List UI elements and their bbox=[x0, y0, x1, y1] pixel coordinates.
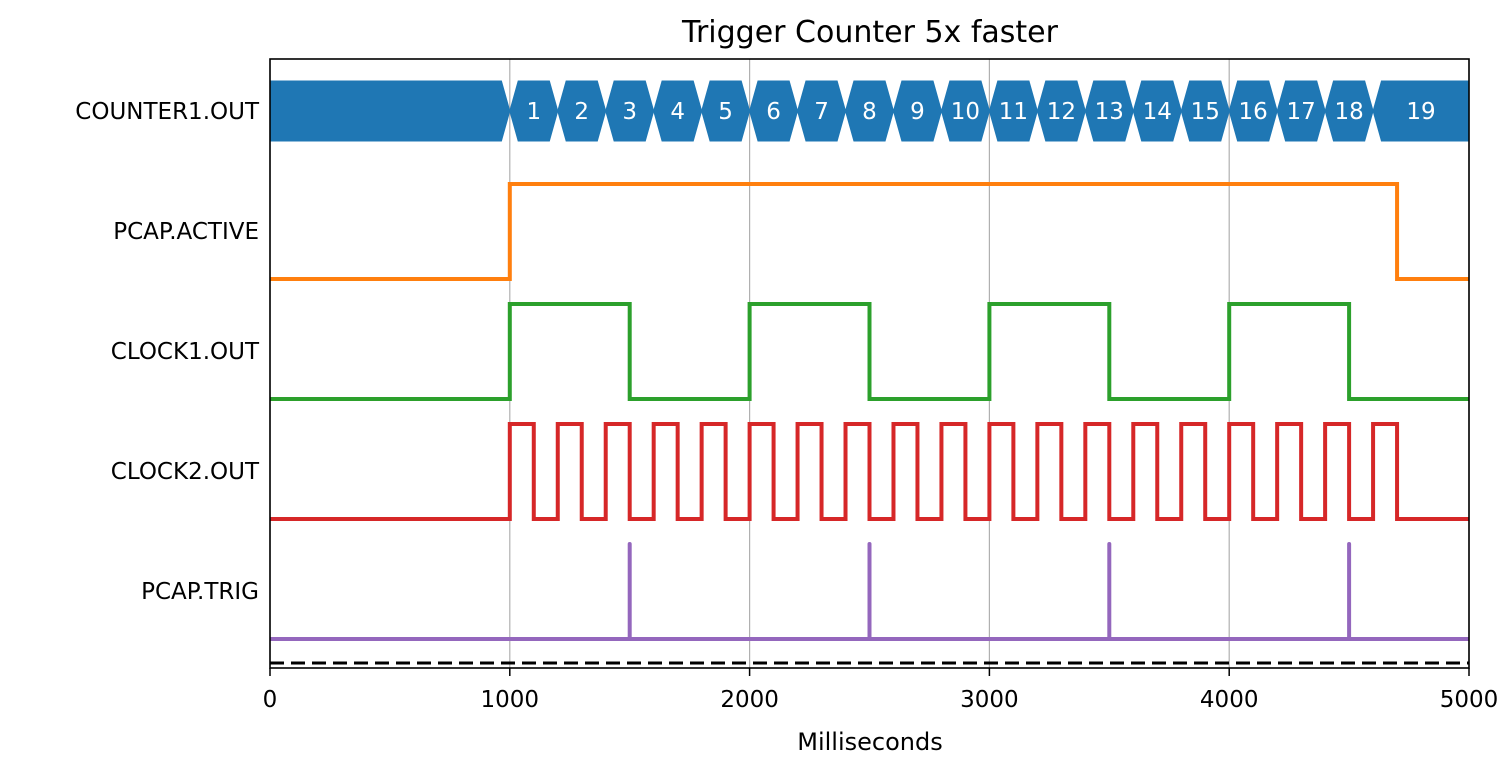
signal-label: CLOCK2.OUT bbox=[111, 459, 260, 485]
bus-segment bbox=[605, 80, 655, 142]
counter-value-label: 17 bbox=[1286, 99, 1315, 125]
bus-segment bbox=[653, 80, 703, 142]
x-tick-layer: 0 1000 2000 3000 4000 5000 bbox=[263, 668, 1499, 713]
x-tick-label: 2000 bbox=[720, 687, 779, 713]
bus-segment bbox=[1084, 80, 1134, 142]
bus-segment bbox=[1180, 80, 1230, 142]
bus-segment bbox=[701, 80, 751, 142]
counter-value-label: 2 bbox=[574, 99, 589, 125]
plot-frame bbox=[269, 58, 1470, 669]
x-tick-label: 4000 bbox=[1200, 687, 1259, 713]
signal-trace bbox=[270, 302, 1469, 401]
counter-value-label: 9 bbox=[910, 99, 925, 125]
counter-value-label: 10 bbox=[951, 99, 980, 125]
x-axis-label: Milliseconds bbox=[797, 728, 942, 756]
counter-value-label: 4 bbox=[670, 99, 685, 125]
counter-value-label: 15 bbox=[1191, 99, 1220, 125]
bus-segment bbox=[1036, 80, 1086, 142]
signal-label: PCAP.TRIG bbox=[141, 579, 259, 605]
counter-value-label: 7 bbox=[814, 99, 829, 125]
counter-value-label: 14 bbox=[1143, 99, 1172, 125]
x-tick-label: 3000 bbox=[960, 687, 1019, 713]
x-tick-label: 1000 bbox=[481, 687, 540, 713]
counter-value-label: 13 bbox=[1095, 99, 1124, 125]
counter-value-label: 8 bbox=[862, 99, 877, 125]
bus-segment bbox=[845, 80, 894, 142]
bus-segment bbox=[1276, 80, 1326, 142]
bus-segment bbox=[940, 80, 990, 142]
bus-segment bbox=[892, 80, 942, 142]
counter-value-label: 6 bbox=[766, 99, 781, 125]
counter-value-label: 1 bbox=[526, 99, 541, 125]
bus-segment bbox=[797, 80, 847, 142]
bus-segment bbox=[1132, 80, 1182, 142]
x-tick-label: 5000 bbox=[1440, 687, 1499, 713]
signal-trace bbox=[270, 422, 1469, 521]
bus-segment bbox=[749, 80, 799, 142]
bus-segment bbox=[1228, 80, 1278, 142]
counter-value-label: 12 bbox=[1047, 99, 1076, 125]
counter-value-label: 16 bbox=[1239, 99, 1268, 125]
signal-label-layer: COUNTER1.OUT PCAP.ACTIVE CLOCK1.OUT CLOCK2.… bbox=[75, 99, 260, 605]
bus-segment bbox=[1324, 80, 1374, 142]
bus-segment bbox=[269, 80, 511, 142]
signal-label: COUNTER1.OUT bbox=[75, 99, 260, 125]
signal-trace bbox=[270, 182, 1469, 281]
signal-label: CLOCK1.OUT bbox=[111, 339, 260, 365]
series-layer: 1 2 3 4 5 6 7 8 9 10 11 12 13 14 15 16 17 18 19 bbox=[269, 80, 1470, 665]
counter-value-label: 18 bbox=[1334, 99, 1363, 125]
x-tick-label: 0 bbox=[263, 687, 278, 713]
counter-value-label: 3 bbox=[622, 99, 637, 125]
bus-segment bbox=[988, 80, 1038, 142]
counter-value-label: 11 bbox=[999, 99, 1028, 125]
counter-value-label: 5 bbox=[718, 99, 733, 125]
signal-label: PCAP.ACTIVE bbox=[113, 219, 259, 245]
bus-segment bbox=[509, 80, 559, 142]
counter-value-label: 19 bbox=[1406, 99, 1435, 125]
bus-segment bbox=[557, 80, 607, 142]
chart-title: Trigger Counter 5x faster bbox=[681, 15, 1059, 50]
